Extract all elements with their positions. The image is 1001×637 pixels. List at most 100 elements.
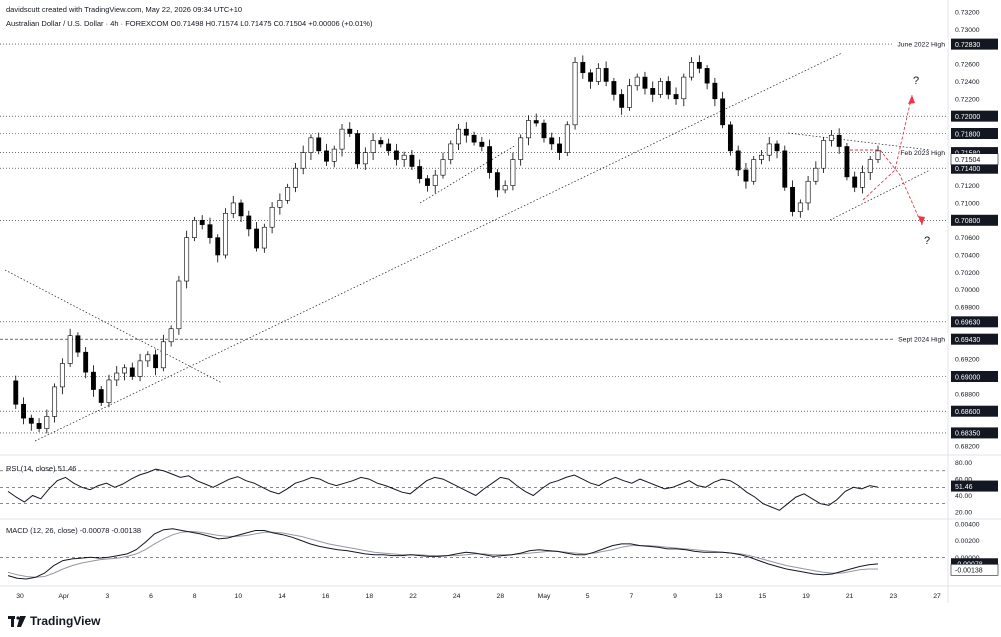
price-tick-label: 0.72200 bbox=[955, 96, 980, 103]
candle-body bbox=[223, 213, 228, 256]
price-tick-label: 0.70200 bbox=[955, 270, 980, 277]
candle-body bbox=[595, 68, 601, 82]
last-price-box bbox=[950, 153, 999, 165]
triangle-upper-line bbox=[787, 132, 931, 151]
level-name-label: Feb 2023 High bbox=[900, 150, 945, 157]
candle-body bbox=[696, 62, 702, 69]
time-tick-label: 13 bbox=[715, 593, 723, 600]
level-price-label: 0.69000 bbox=[955, 374, 980, 381]
candle-body bbox=[743, 169, 749, 182]
candle-body bbox=[347, 128, 353, 134]
candle-body bbox=[230, 202, 236, 214]
candle-body bbox=[541, 122, 547, 139]
price-tick-label: 0.73200 bbox=[955, 10, 980, 17]
candle-body bbox=[324, 150, 329, 162]
candle-body bbox=[533, 120, 539, 124]
tradingview-brand-name: TradingView bbox=[30, 614, 101, 628]
candle-body bbox=[774, 143, 780, 152]
level-price-label: 0.70800 bbox=[955, 218, 980, 225]
level-price-box bbox=[951, 427, 998, 439]
candle-body bbox=[502, 185, 508, 191]
candle-body bbox=[308, 137, 314, 153]
candle-body bbox=[425, 178, 430, 186]
rsi-tick-label: 80.00 bbox=[955, 460, 972, 467]
candle-body bbox=[828, 134, 834, 141]
time-tick-label: May bbox=[538, 593, 551, 600]
candle-body bbox=[557, 143, 562, 153]
tradingview-logo-icon bbox=[8, 615, 26, 627]
level-price-label: 0.72830 bbox=[955, 42, 980, 49]
trendlines bbox=[4, 52, 931, 442]
candle-body bbox=[479, 141, 485, 147]
candle-body bbox=[572, 62, 578, 126]
level-price-label: 0.68600 bbox=[955, 409, 980, 416]
candle-body bbox=[619, 94, 625, 108]
level-price-label: 0.68350 bbox=[955, 431, 980, 438]
time-tick-label: 19 bbox=[802, 593, 810, 600]
price-tick-label: 0.71000 bbox=[955, 200, 980, 207]
candle-body bbox=[727, 124, 733, 152]
candle-body bbox=[254, 228, 260, 249]
macd-signal-label: -0.00138 bbox=[955, 568, 983, 575]
level-price-box bbox=[951, 370, 998, 382]
level-price-box bbox=[951, 316, 998, 328]
candle-body bbox=[137, 360, 143, 377]
candle-body bbox=[432, 174, 438, 186]
candle-body bbox=[277, 200, 283, 208]
candle-body bbox=[448, 143, 454, 160]
candle-body bbox=[836, 134, 842, 147]
projection-down-arrowhead bbox=[918, 216, 925, 225]
candle-body bbox=[409, 154, 415, 167]
time-tick-label: 10 bbox=[235, 593, 243, 600]
candle-body bbox=[603, 68, 609, 82]
candle-body bbox=[44, 416, 50, 429]
candle-body bbox=[875, 150, 881, 160]
long-term-support-trendline bbox=[34, 52, 843, 442]
price-tick-label: 0.69200 bbox=[955, 357, 980, 364]
candle-body bbox=[292, 167, 298, 188]
candle-body bbox=[518, 137, 524, 160]
time-tick-label: 5 bbox=[586, 593, 590, 600]
candle-body bbox=[712, 82, 718, 100]
price-candles bbox=[13, 55, 881, 434]
rsi-line bbox=[7, 468, 879, 511]
rsi-tick-label: 60.00 bbox=[955, 477, 972, 484]
candle-body bbox=[91, 371, 96, 390]
candle-body bbox=[339, 128, 345, 150]
level-price-label: 0.69630 bbox=[955, 320, 980, 327]
price-tick-label: 0.72400 bbox=[955, 79, 980, 86]
level-price-box bbox=[951, 162, 998, 174]
candle-body bbox=[36, 423, 42, 429]
level-name-bg bbox=[894, 146, 948, 158]
april-support-line bbox=[419, 144, 517, 204]
macd-tick-label: 0.00400 bbox=[955, 521, 980, 528]
candle-body bbox=[269, 206, 275, 228]
candle-body bbox=[580, 62, 586, 74]
april-downtrend-line bbox=[4, 269, 223, 384]
candle-body bbox=[494, 172, 500, 191]
symbol-ohlc-line[interactable]: Australian Dollar / U.S. Dollar · 4h · F… bbox=[6, 19, 373, 28]
rsi-title[interactable]: RSI (14, close) 51.46 bbox=[6, 464, 77, 473]
time-tick-label: 3 bbox=[105, 593, 109, 600]
rsi-tick-label: 40.00 bbox=[955, 493, 972, 500]
tradingview-brand[interactable]: TradingView bbox=[8, 614, 100, 628]
candle-body bbox=[510, 159, 516, 186]
macd-title[interactable]: MACD (12, 26, close) -0.00078 -0.00138 bbox=[6, 526, 142, 535]
price-tick-label: 0.70600 bbox=[955, 235, 980, 242]
candle-body bbox=[456, 128, 461, 145]
level-price-label: 0.71400 bbox=[955, 166, 980, 173]
level-name-label: Sept 2024 High bbox=[898, 337, 945, 344]
time-tick-label: 22 bbox=[409, 593, 417, 600]
candle-body bbox=[526, 120, 531, 139]
time-tick-label: 24 bbox=[453, 593, 461, 600]
candle-body bbox=[184, 237, 190, 282]
candle-body bbox=[28, 417, 34, 424]
candle-body bbox=[238, 202, 244, 217]
candle-body bbox=[98, 389, 104, 403]
candle-body bbox=[285, 187, 291, 201]
candle-body bbox=[588, 72, 594, 82]
candle-body bbox=[386, 143, 392, 152]
macd-signal-box bbox=[950, 563, 999, 576]
